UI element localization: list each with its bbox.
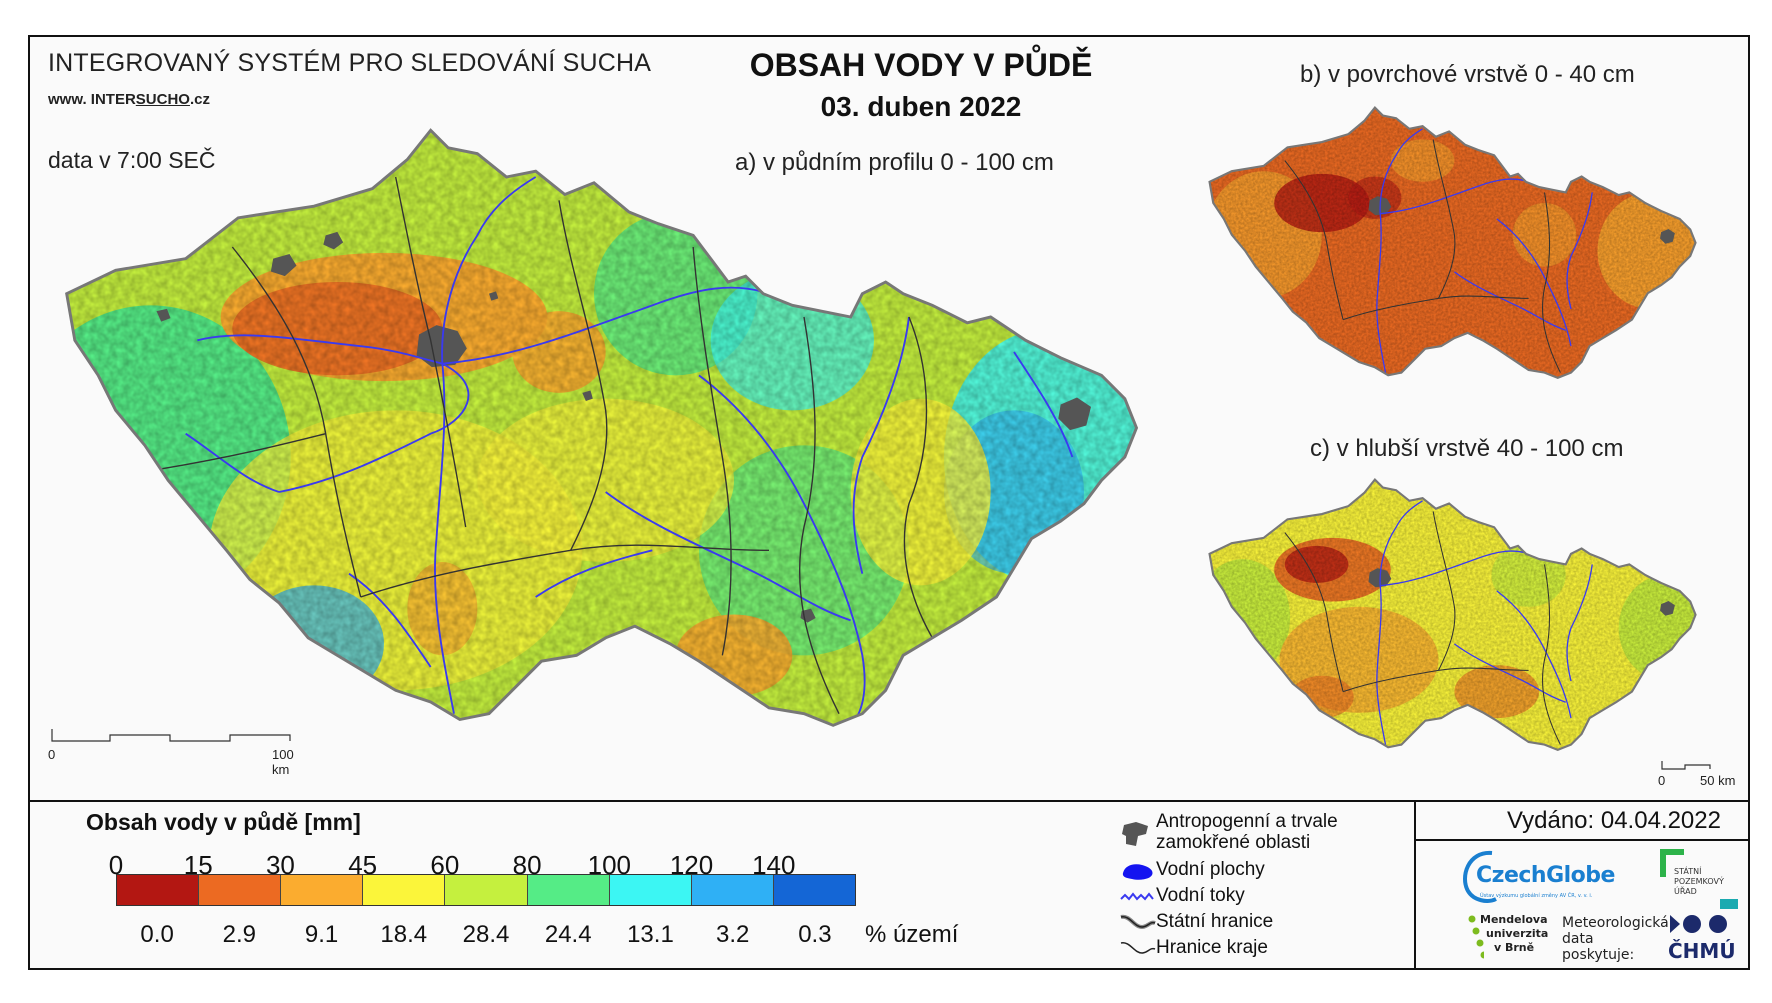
small-scale-end-label: 50 km [1700,773,1736,788]
legend-class-pct-0: 0.0 [140,921,174,948]
legend-class-8 [773,875,855,905]
spu-logo: STÁTNÍ POZEMKOVÝ ÚŘAD [1660,849,1750,913]
legend-region-border: Hranice kraje [1156,937,1268,958]
spu-line-3: ÚŘAD [1674,887,1697,896]
legend-class-7 [691,875,774,905]
legend-tick-0: 0 [108,850,124,880]
chmu-name: ČHMÚ [1668,939,1736,963]
legend-class-pct-5: 24.4 [544,921,592,948]
scale-end-label: 100 km [272,747,294,777]
legend-separator [30,800,1748,802]
meteo-line-2: data [1562,931,1594,947]
legend-tick-8: 140 [752,850,796,880]
czechglobe-subtitle: Ústav výzkumu globální změny AV ČR, v. v… [1480,893,1593,899]
legend-class-pct-4: 28.4 [462,921,510,948]
anthropogenic-area-icon [1122,822,1148,846]
legend-rivers: Vodní toky [1156,885,1245,906]
map-b-surface-0-40 [1208,106,1697,379]
state-border-icon [1120,914,1156,930]
map-a-scale-bar: 0 100 km [48,727,310,777]
legend-tick-2: 30 [265,850,295,880]
legend-class-pct-2: 9.1 [304,921,339,948]
map-c-deep-40-100 [1208,478,1697,751]
mendelu-line-2: univerzita [1486,927,1549,940]
legend-percent-label: % území [865,921,959,948]
legend-class-6 [609,875,692,905]
small-scale-start-label: 0 [1658,773,1666,788]
chmu-symbol-icon [1670,915,1727,933]
legend-tick-6: 100 [587,850,632,880]
footer-divider [1414,800,1416,970]
mendelu-line-3: v Brně [1494,941,1535,954]
legend-title: Obsah vody v půdě [mm] [86,809,361,835]
mendelu-line-1: Mendelova [1480,913,1548,926]
map-title: OBSAH VODY V PŮDĚ [749,47,1093,83]
website-suffix: .cz [189,91,210,108]
legend-water-bodies: Vodní plochy [1156,859,1265,880]
region-border-icon [1120,942,1156,954]
website-underlined: SUCHO [135,91,190,108]
chmu-logo: ČHMÚ [1668,913,1748,969]
legend-tick-7: 120 [669,850,714,880]
legend-class-0 [117,875,200,905]
legend-class-2 [281,875,364,905]
legend-class-1 [199,875,282,905]
legend-tick-1: 15 [183,850,213,880]
legend-tick-5: 80 [512,850,542,880]
map-c-label: c) v hlubší vrstvě 40 - 100 cm [1310,435,1624,462]
czechglobe-logo: CzechGlobe Ústav výzkumu globální změny … [1458,847,1638,907]
website-link[interactable]: www. INTERSUCHO.cz [48,91,210,108]
legend-anthropogenic-line-2: zamokřené oblasti [1156,832,1311,853]
website-prefix: www. INTER [48,91,136,108]
czechglobe-name: CzechGlobe [1476,863,1615,888]
legend-color-bar [116,874,856,906]
legend-state-border: Státní hranice [1156,911,1274,932]
legend-tick-3: 45 [348,850,378,880]
legend-class-pct-6: 13.1 [627,921,674,948]
map-frame: INTEGROVANÝ SYSTÉM PRO SLEDOVÁNÍ SUCHA w… [28,35,1750,970]
issued-date: Vydáno: 04.04.2022 [1507,807,1721,834]
map-b-label: b) v povrchové vrstvě 0 - 40 cm [1300,61,1635,88]
legend-class-pct-7: 3.2 [715,921,750,948]
meteo-line-1: Meteorologická [1562,915,1669,931]
map-date: 03. duben 2022 [820,91,1022,122]
map-a-label: a) v půdním profilu 0 - 100 cm [735,149,1054,176]
meteo-line-3: poskytuje: [1562,947,1635,963]
legend-class-pct-8: 0.3 [798,921,832,948]
system-title: INTEGROVANÝ SYSTÉM PRO SLEDOVÁNÍ SUCHA [48,49,652,77]
map-c-scale-bar: 0 50 km [1658,759,1750,799]
legend-class-4 [445,875,528,905]
mendelu-logo: Mendelova univerzita v Brně [1464,911,1554,971]
spu-line-2: POZEMKOVÝ [1674,877,1724,886]
legend-class-5 [527,875,610,905]
legend-class-pct-3: 18.4 [380,921,428,948]
issued-divider [1416,839,1750,841]
legend-anthropogenic-line-1: Antropogenní a trvale [1156,811,1338,832]
spu-line-1: STÁTNÍ [1674,867,1702,876]
map-a-profile-0-100 [65,128,1139,727]
river-icon [1120,892,1154,901]
water-body-icon [1122,864,1153,880]
scale-start-label: 0 [48,747,56,762]
legend-class-pct-1: 2.9 [222,921,257,948]
legend-class-3 [363,875,446,905]
spu-logo-bar [1666,849,1684,855]
data-time: data v 7:00 SEČ [48,147,216,173]
spu-teal-square [1720,899,1738,909]
legend-tick-4: 60 [430,850,460,880]
